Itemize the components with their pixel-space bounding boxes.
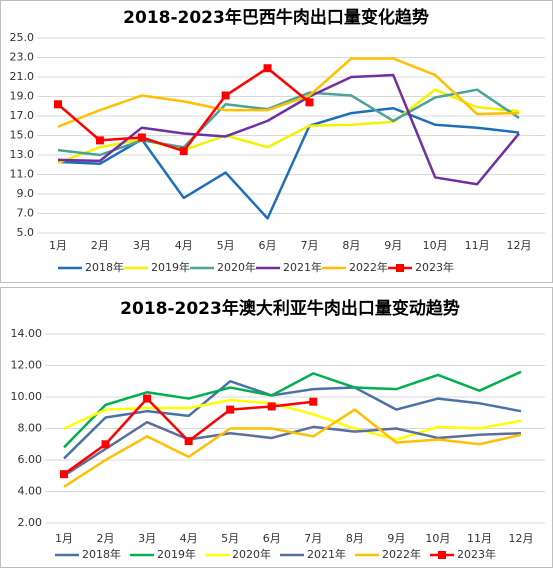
y-tick-label: 12.00	[11, 359, 43, 372]
legend-label: 2022年	[349, 260, 388, 274]
legend-label: 2023年	[457, 547, 496, 561]
x-tick-label: 9月	[387, 532, 405, 545]
x-tick-label: 11月	[465, 239, 490, 252]
x-tick-label: 1月	[49, 239, 67, 252]
x-tick-label: 2月	[91, 239, 109, 252]
x-tick-label: 6月	[263, 532, 281, 545]
point-marker	[267, 402, 276, 411]
y-tick-label: 6.00	[18, 453, 43, 466]
y-tick-label: 4.00	[18, 485, 43, 498]
x-tick-label: 4月	[180, 532, 198, 545]
legend-label: 2018年	[82, 547, 121, 561]
y-tick-label: 10.00	[11, 390, 43, 403]
x-tick-label: 11月	[467, 532, 492, 545]
x-tick-label: 4月	[175, 239, 193, 252]
x-tick-label: 5月	[217, 239, 235, 252]
legend-label: 2021年	[307, 547, 346, 561]
series-line	[57, 88, 520, 164]
chart-title: 2018-2023年巴西牛肉出口量变化趋势	[123, 7, 429, 28]
y-tick-label: 17.0	[10, 109, 35, 122]
series-line	[57, 57, 520, 128]
point-marker	[226, 405, 235, 414]
legend-label: 2020年	[217, 260, 256, 274]
x-tick-label: 12月	[509, 532, 534, 545]
series-line	[57, 88, 520, 157]
point-marker	[263, 64, 272, 73]
x-tick-label: 8月	[342, 239, 360, 252]
legend-label: 2023年	[415, 260, 454, 274]
x-tick-label: 12月	[507, 239, 532, 252]
x-tick-label: 1月	[55, 532, 73, 545]
y-tick-label: 21.0	[10, 70, 35, 83]
series-line	[57, 73, 520, 186]
x-tick-label: 7月	[304, 532, 322, 545]
chart: 2018-2023年澳大利亚牛肉出口量变动趋势 2.00 4.00 6.00 8.00…	[0, 287, 553, 568]
y-tick-label: 19.0	[10, 90, 35, 103]
point-marker	[60, 470, 68, 479]
point-marker	[95, 136, 104, 145]
point-marker	[305, 98, 314, 107]
x-tick-label: 3月	[138, 532, 156, 545]
point-marker	[101, 440, 110, 449]
chart-title: 2018-2023年澳大利亚牛肉出口量变动趋势	[120, 298, 460, 319]
legend-label: 2022年	[382, 547, 421, 561]
point-marker	[143, 394, 152, 403]
y-tick-label: 13.0	[10, 148, 35, 161]
y-tick-label: 15.0	[10, 129, 35, 142]
point-marker	[184, 437, 193, 446]
series-line	[63, 370, 522, 449]
x-tick-label: 2月	[97, 532, 115, 545]
point-marker	[179, 147, 188, 156]
y-tick-label: 23.0	[10, 51, 35, 64]
series-line	[63, 380, 522, 460]
legend-label: 2019年	[157, 547, 196, 561]
legend-marker	[438, 551, 446, 559]
point-marker	[54, 100, 62, 109]
series-line	[63, 398, 522, 441]
chart: 2018-2023年巴西牛肉出口量变化趋势 5.0 7.0 9.0 11.0 13.0 1…	[0, 0, 553, 283]
y-tick-label: 14.00	[11, 327, 43, 340]
legend-label: 2018年	[85, 260, 124, 274]
point-marker	[221, 91, 230, 100]
legend-label: 2019年	[151, 260, 190, 274]
y-tick-label: 25.0	[10, 31, 35, 44]
y-tick-label: 2.00	[18, 516, 43, 529]
x-tick-label: 7月	[300, 239, 318, 252]
series-line	[63, 408, 522, 488]
point-marker	[309, 397, 318, 406]
x-tick-label: 5月	[221, 532, 239, 545]
x-tick-label: 6月	[259, 239, 277, 252]
x-tick-label: 8月	[346, 532, 364, 545]
y-tick-label: 11.0	[10, 168, 35, 181]
point-marker	[137, 133, 146, 142]
x-tick-label: 3月	[133, 239, 151, 252]
x-tick-label: 9月	[384, 239, 402, 252]
y-tick-label: 7.0	[17, 207, 35, 220]
x-tick-label: 10月	[423, 239, 448, 252]
y-tick-label: 8.00	[18, 422, 43, 435]
x-tick-label: 10月	[425, 532, 450, 545]
legend-label: 2021年	[283, 260, 322, 274]
y-tick-label: 5.0	[17, 226, 35, 239]
legend-marker	[396, 264, 404, 272]
y-tick-label: 9.0	[17, 187, 35, 200]
legend-label: 2020年	[232, 547, 271, 561]
